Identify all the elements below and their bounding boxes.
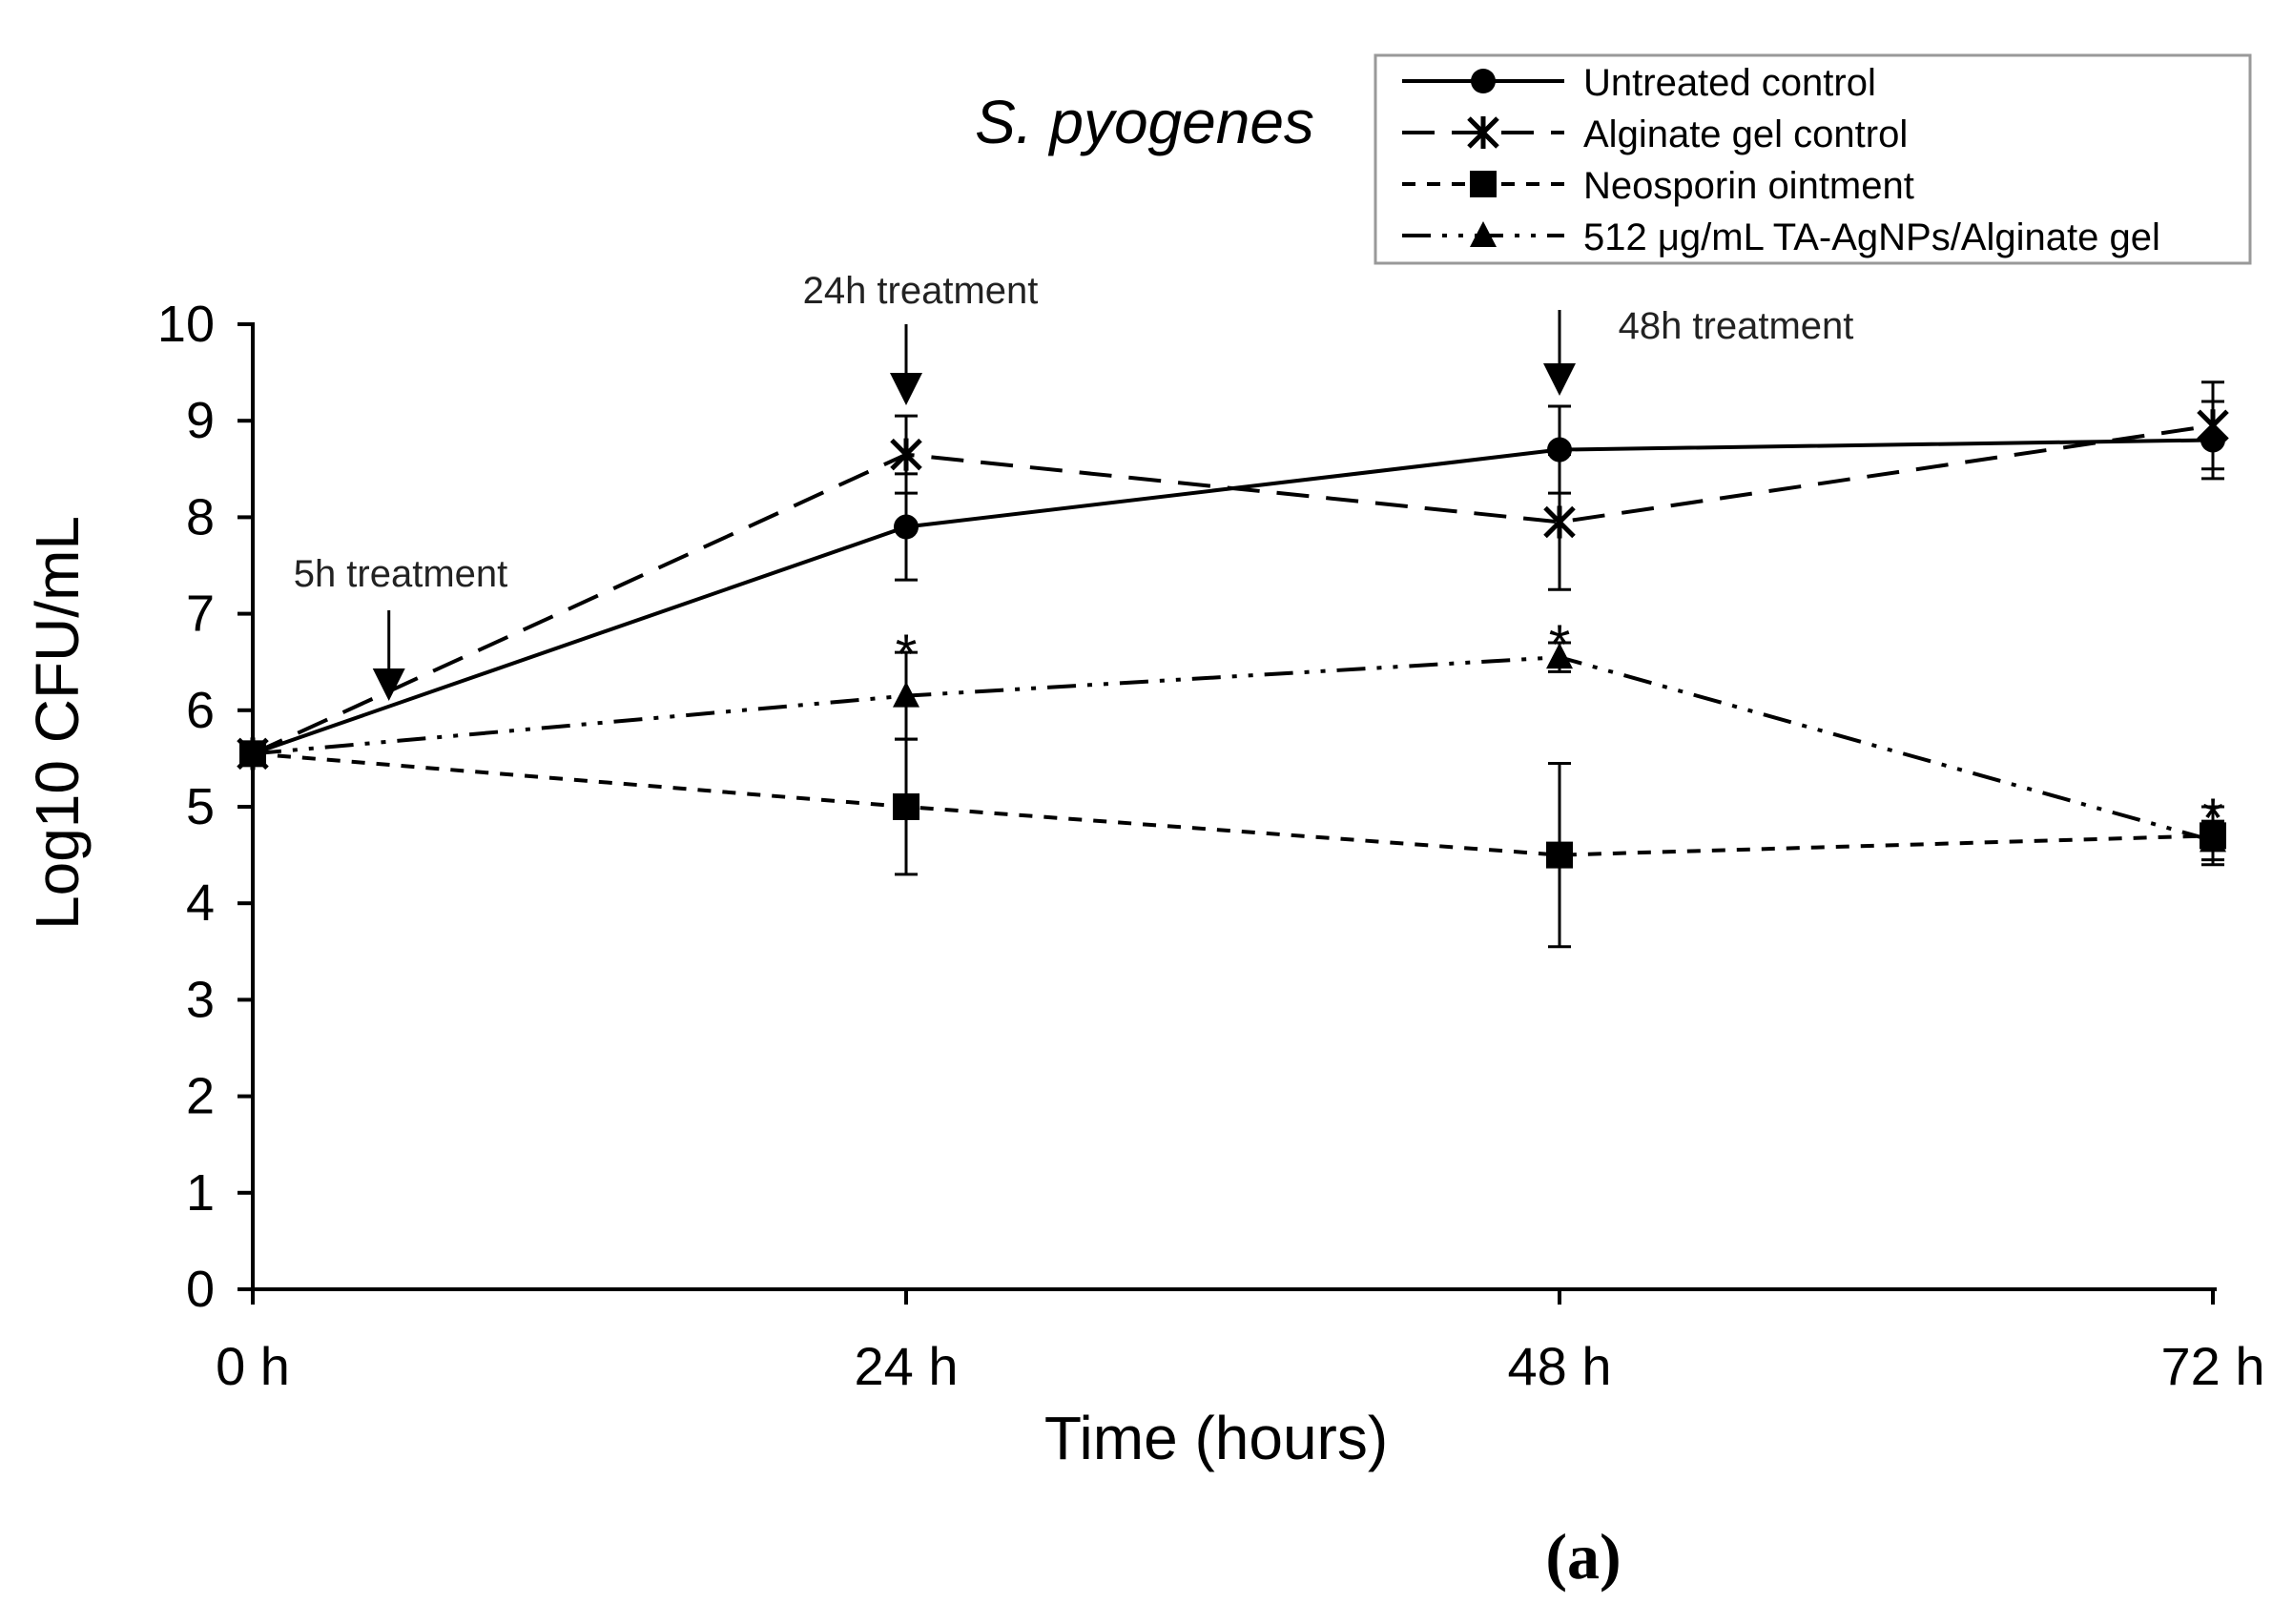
series-line — [252, 655, 2214, 843]
legend-box — [1374, 53, 2252, 265]
chart-title: S. pyogenes — [975, 88, 1314, 156]
data-point — [239, 739, 266, 766]
annotation-arrow-head — [890, 373, 922, 405]
legend-item: 512 μg/mL TA-AgNPs/Alginate gel — [1402, 216, 2160, 258]
significance-marker: * — [896, 624, 918, 686]
y-tick-label: 9 — [186, 392, 215, 449]
significance-marker: * — [1549, 614, 1571, 676]
point-marker-asterisk — [1467, 116, 1499, 149]
legend-item: Untreated control — [1402, 62, 1876, 104]
x-tick-label: 72 h — [2161, 1336, 2265, 1396]
point-marker-square — [1470, 171, 1497, 197]
legend: Untreated control Alginate gel control Neo… — [1374, 53, 2252, 265]
series-1 — [240, 400, 2225, 767]
data-point — [1467, 116, 1499, 149]
data-point — [893, 793, 919, 820]
annotation-label: 48h treatment — [1619, 305, 1854, 347]
treatment-annotation: 24h treatment — [803, 270, 1039, 405]
point-marker-circle — [1471, 69, 1496, 93]
y-axis-title: Log10 CFU/mL — [23, 516, 92, 930]
series-3 — [239, 737, 2226, 949]
data-point — [2197, 409, 2229, 442]
series-line — [252, 751, 2214, 857]
treatment-annotation: 5h treatment — [294, 553, 508, 701]
legend-item: Neosporin ointment — [1402, 165, 1914, 207]
y-tick-label: 3 — [186, 971, 215, 1028]
data-point — [1546, 643, 1573, 669]
y-tick-label: 0 — [186, 1261, 215, 1318]
plot-area: 0 1 2 3 4 5 6 7 8 9 10 0 h 24 h 48 h 72 h * * * 5h treatme… — [157, 53, 2265, 1396]
data-point — [893, 681, 919, 708]
point-marker-circle — [894, 514, 919, 540]
point-marker-asterisk — [890, 438, 922, 471]
x-tick-label: 0 h — [216, 1336, 290, 1396]
data-point — [1470, 221, 1497, 247]
series-4 — [239, 641, 2226, 862]
annotation-arrow-head — [372, 668, 405, 701]
point-marker-triangle — [2200, 826, 2226, 853]
point-marker-triangle — [1546, 643, 1573, 669]
y-tick-label: 10 — [157, 296, 215, 353]
point-marker-triangle — [893, 681, 919, 708]
data-point — [1470, 171, 1497, 197]
point-marker-triangle — [1470, 221, 1497, 247]
point-marker-triangle — [239, 739, 266, 766]
legend-label: Neosporin ointment — [1583, 165, 1914, 207]
y-tick-label: 8 — [186, 488, 215, 545]
point-marker-asterisk — [2197, 409, 2229, 442]
series-2 — [237, 380, 2229, 771]
data-point — [1546, 841, 1573, 869]
data-point — [890, 438, 922, 471]
x-tick-label: 48 h — [1508, 1336, 1612, 1396]
panel-label: (a) — [1545, 1520, 1621, 1593]
data-point — [1471, 69, 1496, 93]
series-line — [252, 423, 2214, 756]
treatment-annotation: 48h treatment — [1543, 305, 1853, 396]
annotation-label: 5h treatment — [294, 553, 508, 595]
y-tick-label: 2 — [186, 1068, 215, 1125]
legend-label: Alginate gel control — [1583, 113, 1908, 155]
legend-label: Untreated control — [1583, 62, 1876, 104]
y-tick-label: 5 — [186, 778, 215, 835]
legend-label: 512 μg/mL TA-AgNPs/Alginate gel — [1583, 216, 2160, 258]
y-tick-label: 7 — [186, 586, 215, 643]
annotation-arrow-head — [1543, 363, 1576, 396]
point-marker-square — [1546, 841, 1573, 869]
legend-item: Alginate gel control — [1402, 113, 1908, 155]
y-tick-label: 6 — [186, 682, 215, 739]
x-axis-title: Time (hours) — [1044, 1404, 1388, 1472]
point-marker-asterisk — [1543, 505, 1576, 539]
y-tick-label: 4 — [186, 874, 215, 932]
point-marker-square — [893, 793, 919, 820]
y-tick-label: 1 — [186, 1164, 215, 1222]
annotation-label: 24h treatment — [803, 270, 1039, 312]
data-point — [2200, 826, 2226, 853]
data-point — [1543, 505, 1576, 539]
x-tick-label: 24 h — [855, 1336, 959, 1396]
significance-marker: * — [2202, 788, 2224, 850]
data-point — [894, 514, 919, 540]
